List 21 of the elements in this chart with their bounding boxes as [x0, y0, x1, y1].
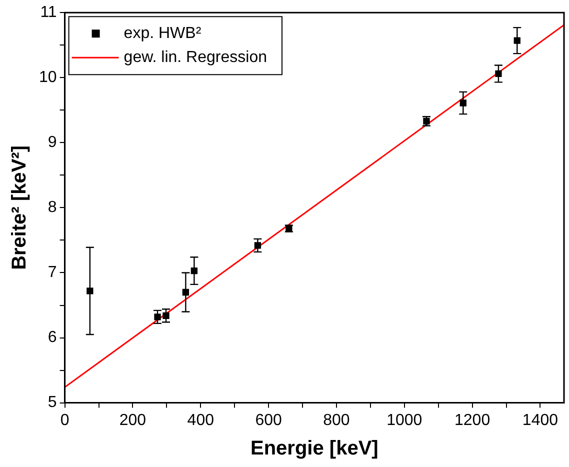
x-tick-label: 1200	[454, 412, 490, 429]
y-tick-label: 6	[48, 329, 57, 346]
x-tick-label: 200	[119, 412, 146, 429]
legend-label: gew. lin. Regression	[124, 49, 267, 66]
point	[86, 288, 94, 294]
y-tick-label: 8	[48, 199, 57, 216]
x-tick-label: 0	[60, 412, 70, 429]
point	[495, 70, 502, 78]
x-tick-label: 400	[187, 412, 214, 429]
x-tick-label: 1400	[522, 412, 558, 429]
x-tick-label: 800	[323, 412, 350, 429]
x-tick-label: 600	[255, 412, 282, 429]
y-tick-label: 5	[48, 394, 57, 412]
legend-label: exp. HWB²	[124, 25, 202, 42]
x-tick-label: 1000	[386, 412, 422, 429]
x-axis-title: Energie [keV]	[250, 438, 378, 460]
y-tick-label: 7	[48, 264, 57, 282]
y-tick-label: 11	[40, 4, 57, 22]
y-tick-label: 9	[48, 134, 57, 152]
y-tick-label: 10	[39, 69, 57, 86]
y-axis-title: Breite² [keV²]	[8, 145, 31, 270]
